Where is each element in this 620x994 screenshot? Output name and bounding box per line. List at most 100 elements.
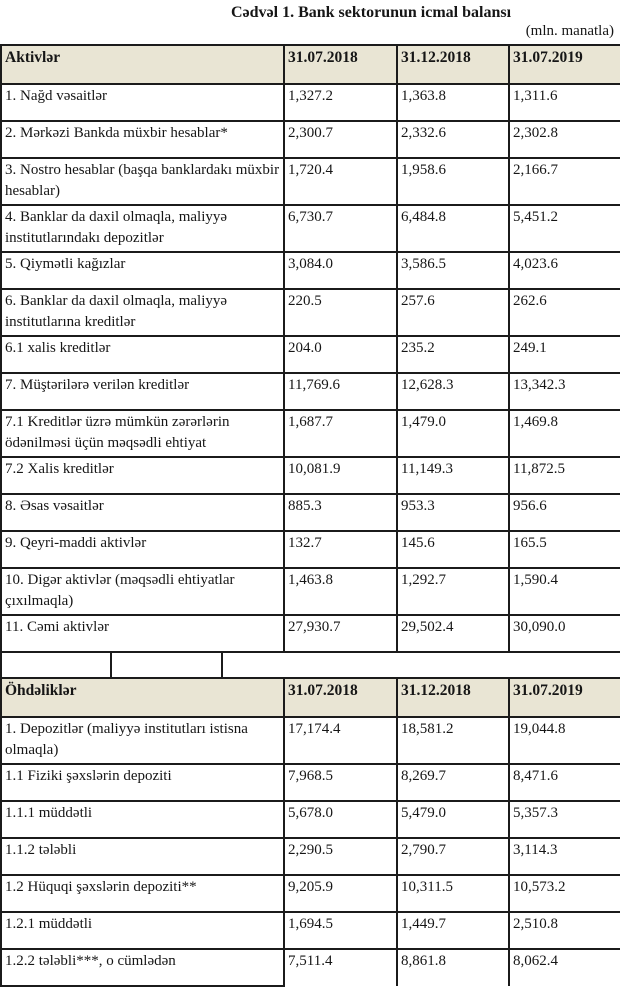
row-value: 262.6	[508, 288, 620, 337]
row-value: 2,300.7	[283, 120, 398, 159]
row-value: 145.6	[396, 530, 510, 569]
row-value: 2,510.8	[508, 911, 620, 950]
spacer-divider-line	[110, 653, 112, 677]
spacer-divider-line	[221, 653, 223, 677]
table-row: 7. Müştərilərə verilən kreditlər 11,769.6…	[0, 372, 620, 411]
assets-table: Aktivlər 31.07.2018 31.12.2018 31.07.201…	[0, 44, 620, 653]
row-value: 8,062.4	[508, 948, 620, 986]
row-value: 11,872.5	[508, 456, 620, 495]
row-label: 1.1 Fiziki şəxslərin depoziti	[0, 763, 285, 802]
table-row: 1.2.2 tələbli***, o cümlədən 7,511.4 8,861…	[0, 948, 620, 987]
liabilities-table: Öhdəliklər 31.07.2018 31.12.2018 31.07.2…	[0, 677, 620, 987]
row-value: 165.5	[508, 530, 620, 569]
row-value: 6,730.7	[283, 204, 398, 253]
row-label: 7.2 Xalis kreditlər	[0, 456, 285, 495]
row-label: 1. Depozitlər (maliyyə institutları isti…	[0, 716, 285, 765]
table-row: 1.1.1 müddətli 5,678.0 5,479.0 5,357.3	[0, 800, 620, 839]
table-row: 7.2 Xalis kreditlər 10,081.9 11,149.3 11,87…	[0, 456, 620, 495]
row-label: 3. Nostro hesablar (başqa banklardakı mü…	[0, 157, 285, 206]
row-value: 220.5	[283, 288, 398, 337]
table-row: 10. Digər aktivlər (məqsədli ehtiyatlar …	[0, 567, 620, 616]
table-row: 8. Əsas vəsaitlər 885.3 953.3 956.6	[0, 493, 620, 532]
row-label: 2. Mərkəzi Bankda müxbir hesablar*	[0, 120, 285, 159]
row-value: 2,166.7	[508, 157, 620, 206]
table-row: 11. Cəmi aktivlər 27,930.7 29,502.4 30,090.…	[0, 614, 620, 653]
table-row: 6. Banklar da daxil olmaqla, maliyyə ins…	[0, 288, 620, 337]
row-value: 953.3	[396, 493, 510, 532]
column-header-date-3: 31.07.2019	[508, 44, 620, 85]
table-row: 1.1 Fiziki şəxslərin depoziti 7,968.5 8,26…	[0, 763, 620, 802]
row-value: 1,469.8	[508, 409, 620, 458]
row-label: 5. Qiymətli kağızlar	[0, 251, 285, 290]
row-value: 4,023.6	[508, 251, 620, 290]
liabilities-table-body: 1. Depozitlər (maliyyə institutları isti…	[0, 716, 620, 987]
row-value: 7,968.5	[283, 763, 398, 802]
row-label: 1. Nağd vəsaitlər	[0, 83, 285, 122]
row-value: 10,573.2	[508, 874, 620, 913]
row-value: 2,332.6	[396, 120, 510, 159]
row-value: 3,114.3	[508, 837, 620, 876]
table-row: 9. Qeyri-maddi aktivlər 132.7 145.6 165.5	[0, 530, 620, 569]
document-page: Cədvəl 1. Bank sektorunun icmal balansı …	[0, 4, 620, 994]
row-value: 1,363.8	[396, 83, 510, 122]
table-row: 1.1.2 tələbli 2,290.5 2,790.7 3,114.3	[0, 837, 620, 876]
row-label: 1.1.1 müddətli	[0, 800, 285, 839]
row-label: 6. Banklar da daxil olmaqla, maliyyə ins…	[0, 288, 285, 337]
row-label: 8. Əsas vəsaitlər	[0, 493, 285, 532]
row-label: 1.2 Hüquqi şəxslərin depoziti**	[0, 874, 285, 913]
row-value: 1,590.4	[508, 567, 620, 616]
row-label: 7.1 Kreditlər üzrə mümkün zərərlərin ödə…	[0, 409, 285, 458]
table-row: 3. Nostro hesablar (başqa banklardakı mü…	[0, 157, 620, 206]
row-value: 10,311.5	[396, 874, 510, 913]
row-value: 6,484.8	[396, 204, 510, 253]
row-value: 9,205.9	[283, 874, 398, 913]
row-value: 5,451.2	[508, 204, 620, 253]
liabilities-section-header: Öhdəliklər	[0, 677, 285, 718]
row-value: 5,357.3	[508, 800, 620, 839]
row-value: 11,769.6	[283, 372, 398, 411]
row-value: 5,678.0	[283, 800, 398, 839]
row-value: 8,269.7	[396, 763, 510, 802]
assets-section-header: Aktivlər	[0, 44, 285, 85]
row-value: 29,502.4	[396, 614, 510, 653]
row-value: 249.1	[508, 335, 620, 374]
table-row: 7.1 Kreditlər üzrə mümkün zərərlərin ödə…	[0, 409, 620, 458]
row-value: 204.0	[283, 335, 398, 374]
row-value: 885.3	[283, 493, 398, 532]
table-row: 1. Depozitlər (maliyyə institutları isti…	[0, 716, 620, 765]
assets-table-body: 1. Nağd vəsaitlər 1,327.2 1,363.8 1,311.6 2.…	[0, 83, 620, 653]
row-value: 8,471.6	[508, 763, 620, 802]
row-value: 2,790.7	[396, 837, 510, 876]
column-header-date-2: 31.12.2018	[396, 677, 510, 718]
table-row: 2. Mərkəzi Bankda müxbir hesablar* 2,300.…	[0, 120, 620, 159]
row-label: 1.1.2 tələbli	[0, 837, 285, 876]
row-value: 8,861.8	[396, 948, 510, 986]
row-value: 3,586.5	[396, 251, 510, 290]
row-value: 30,090.0	[508, 614, 620, 653]
row-value: 1,694.5	[283, 911, 398, 950]
row-label: 7. Müştərilərə verilən kreditlər	[0, 372, 285, 411]
row-label: 1.2.2 tələbli***, o cümlədən	[0, 948, 285, 987]
row-value: 1,463.8	[283, 567, 398, 616]
column-header-date-1: 31.07.2018	[283, 44, 398, 85]
row-label: 11. Cəmi aktivlər	[0, 614, 285, 653]
row-value: 1,327.2	[283, 83, 398, 122]
row-value: 2,302.8	[508, 120, 620, 159]
row-value: 1,958.6	[396, 157, 510, 206]
row-value: 235.2	[396, 335, 510, 374]
row-value: 13,342.3	[508, 372, 620, 411]
row-value: 27,930.7	[283, 614, 398, 653]
row-label: 9. Qeyri-maddi aktivlər	[0, 530, 285, 569]
column-header-date-3: 31.07.2019	[508, 677, 620, 718]
row-value: 1,449.7	[396, 911, 510, 950]
row-value: 7,511.4	[283, 948, 398, 986]
row-value: 1,720.4	[283, 157, 398, 206]
row-value: 17,174.4	[283, 716, 398, 765]
row-value: 10,081.9	[283, 456, 398, 495]
table-row: 6.1 xalis kreditlər 204.0 235.2 249.1	[0, 335, 620, 374]
liabilities-header-row: Öhdəliklər 31.07.2018 31.12.2018 31.07.2…	[0, 677, 620, 718]
row-value: 1,479.0	[396, 409, 510, 458]
row-value: 12,628.3	[396, 372, 510, 411]
table-row: 5. Qiymətli kağızlar 3,084.0 3,586.5 4,023.…	[0, 251, 620, 290]
table-row: 1. Nağd vəsaitlər 1,327.2 1,363.8 1,311.6	[0, 83, 620, 122]
